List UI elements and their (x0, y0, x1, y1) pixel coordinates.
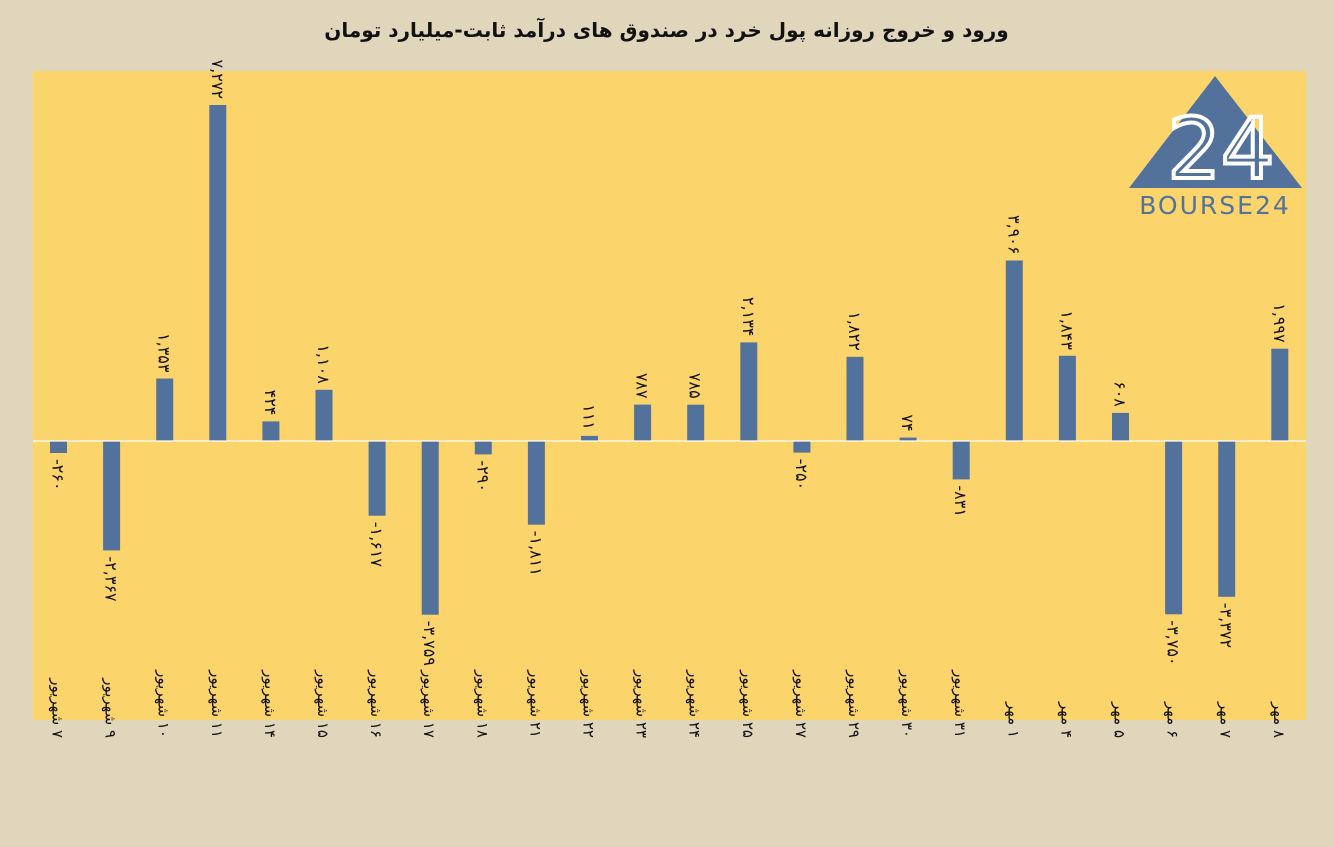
category-label-15: ۲۹ شهریور (845, 669, 863, 738)
category-label-16: ۳۰ شهریور (898, 669, 916, 738)
value-label-6: -۱,۶۱۷ (367, 522, 386, 568)
bar-21 (1165, 441, 1183, 615)
bourse24-logo: 24 BOURSE24 (1129, 76, 1302, 220)
value-label-9: -۱,۸۱۱ (526, 531, 545, 576)
category-label-6: ۱۶ شهریور (367, 669, 385, 738)
bar-5 (315, 389, 333, 441)
bar-11 (634, 404, 652, 441)
category-label-23: ۸ مهر (1270, 701, 1288, 738)
logo-numeral: 24 (1168, 100, 1275, 198)
value-label-5: ۱,۱۰۸ (314, 344, 333, 384)
value-label-10: ۱۱۱ (580, 404, 599, 430)
category-label-3: ۱۱ شهریور (208, 669, 226, 738)
value-label-11: ۷۸۷ (633, 373, 652, 399)
category-labels-group: ۷ شهریور ۹ شهریور ۱۰ شهریور ۱۱ شهریور ۱۴ شهر… (49, 669, 1288, 738)
bar-20 (1112, 412, 1129, 441)
bar-19 (1058, 355, 1076, 441)
category-label-21: ۶ مهر (1164, 701, 1182, 738)
category-label-18: ۱ مهر (1004, 701, 1022, 738)
value-label-4: ۴۲۴ (261, 390, 280, 416)
value-label-8: -۲۹۰ (473, 460, 492, 492)
value-label-22: -۳,۳۷۲ (1217, 603, 1236, 648)
value-label-2: ۱,۳۵۳ (155, 333, 174, 373)
category-label-12: ۲۴ شهریور (686, 669, 704, 738)
chart-title: ورود و خروج روزانه پول خرد در صندوق های … (324, 18, 1009, 42)
bar-23 (1271, 348, 1289, 441)
category-label-4: ۱۴ شهریور (261, 669, 279, 738)
bar-12 (687, 404, 705, 441)
bar-2 (156, 378, 174, 441)
category-label-5: ۱۵ شهریور (314, 669, 332, 738)
bar-16 (899, 437, 917, 441)
value-label-20: ۶۰۸ (1111, 381, 1130, 407)
value-label-17: -۸۳۱ (951, 485, 970, 517)
bar-7 (421, 441, 439, 615)
category-label-11: ۲۳ شهریور (633, 669, 651, 738)
bar-18 (1005, 260, 1023, 441)
value-label-21: -۳,۷۵۰ (1164, 620, 1183, 665)
category-label-13: ۲۵ شهریور (739, 669, 757, 738)
logo-triangle (1129, 76, 1302, 188)
bar-10 (581, 435, 598, 441)
logo-text: BOURSE24 (1139, 191, 1291, 220)
bar-22 (1218, 441, 1236, 597)
bar-4 (262, 421, 280, 441)
bar-8 (474, 441, 492, 455)
value-label-7: -۳,۷۵۹ (420, 621, 439, 666)
bar-17 (952, 441, 970, 480)
bar-14 (793, 441, 811, 453)
category-label-14: ۲۷ شهریور (792, 669, 810, 738)
value-label-3: ۷,۲۷۲ (208, 60, 227, 99)
category-label-2: ۱۰ شهریور (155, 669, 173, 738)
value-label-18: ۳,۹۰۶ (1004, 215, 1023, 254)
category-label-9: ۲۱ شهریور (526, 669, 544, 738)
category-label-17: ۳۱ شهریور (951, 669, 969, 738)
bars-group (50, 105, 1289, 615)
value-label-14: -۲۵۰ (792, 459, 811, 491)
plot-area (33, 71, 1306, 720)
value-label-16: ۷۴ (898, 414, 917, 431)
category-label-8: ۱۸ شهریور (473, 669, 491, 738)
bar-9 (527, 441, 545, 525)
category-label-1: ۹ شهریور (102, 677, 120, 738)
category-label-0: ۷ شهریور (49, 677, 67, 738)
category-label-19: ۴ مهر (1057, 701, 1075, 738)
value-label-23: ۱,۹۹۷ (1270, 303, 1289, 343)
category-label-10: ۲۲ شهریور (580, 669, 598, 738)
category-label-20: ۵ مهر (1111, 701, 1129, 738)
value-labels-group: -۲۶۰ -۲,۳۶۷ ۱,۳۵۳ ۷,۲۷۲ ۴۲۴ ۱,۱۰۸ -۱,۶۱۷ -۳,۷۵۹… (49, 60, 1289, 666)
value-label-13: ۲,۱۳۴ (739, 297, 758, 336)
value-label-0: -۲۶۰ (49, 459, 68, 491)
bar-0 (50, 441, 67, 453)
value-label-12: ۷۸۵ (686, 373, 705, 399)
bar-3 (209, 105, 227, 441)
category-label-22: ۷ مهر (1217, 701, 1235, 738)
bar-6 (368, 441, 386, 516)
value-label-1: -۲,۳۶۷ (102, 556, 121, 602)
bar-15 (846, 356, 864, 441)
bar-13 (740, 342, 758, 441)
bar-1 (103, 441, 121, 551)
value-label-19: ۱,۸۴۳ (1057, 310, 1076, 350)
value-label-15: ۱,۸۲۲ (845, 311, 864, 350)
category-label-7: ۱۷ شهریور (420, 669, 438, 738)
